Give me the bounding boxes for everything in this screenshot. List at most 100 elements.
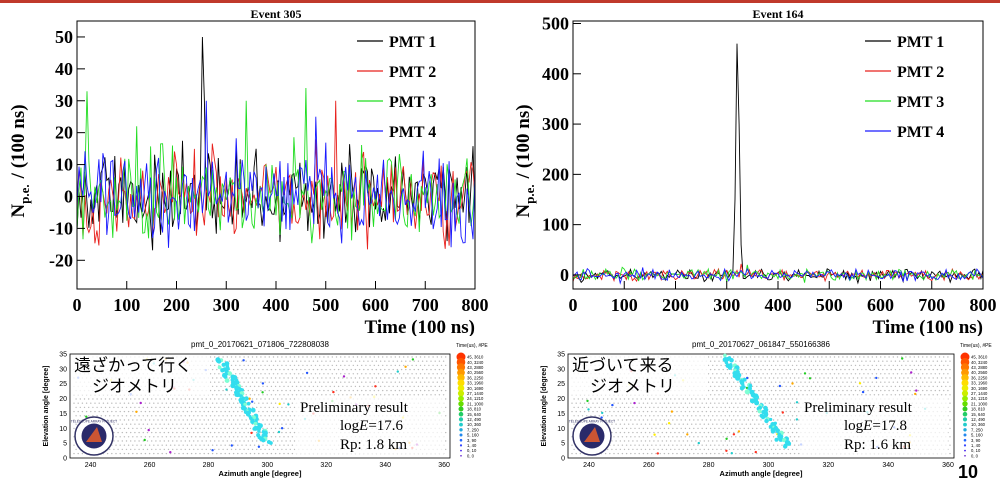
plot-frame	[572, 20, 984, 290]
top-accent-rule	[0, 0, 1000, 3]
y-label-subscript: p.e.	[522, 184, 537, 204]
y-tick-label: 0	[560, 265, 569, 285]
colorbar-swatch	[458, 401, 464, 407]
colorbar-label: 10, 360	[971, 422, 986, 427]
display-y-tick-label: 5	[561, 441, 565, 448]
colorbar-swatch	[457, 374, 465, 382]
colorbar-label: 15, 640	[467, 412, 482, 417]
y-tick-label: 100	[542, 215, 569, 235]
colorbar-swatch	[459, 428, 463, 432]
y-tick-label: 10	[55, 155, 73, 175]
log-energy-variable: E	[862, 418, 872, 434]
logo-text: TELESCOPE ARRAY PROJECT	[71, 420, 117, 424]
colorbar-label: 5, 160	[467, 433, 479, 438]
chart-title: Event 164	[753, 7, 804, 21]
display-x-tick-label: 300	[262, 462, 274, 469]
x-tick-label: 100	[113, 295, 140, 315]
display-x-axis-label: Azimuth angle [degree]	[720, 469, 803, 478]
x-tick-label: 300	[213, 295, 240, 315]
display-y-tick-label: 0	[561, 456, 565, 463]
colorbar-label: 0, 0	[467, 453, 475, 458]
waveform-chart-event-164: Event 164 0 100 200 300 400 500 0 100 200 300 400 50…	[513, 7, 997, 336]
colorbar-swatch	[458, 395, 464, 402]
colorbar-label: 30, 1690	[971, 386, 988, 391]
x-tick-label: 400	[765, 295, 792, 315]
colorbar-label: 10, 360	[467, 422, 482, 427]
display-x-tick-label: 280	[203, 462, 215, 469]
result-backdrop	[296, 396, 444, 454]
display-x-tick-label: 300	[763, 462, 775, 469]
colorbar-swatch	[961, 384, 969, 392]
display-y-tick-label: 35	[59, 352, 67, 359]
colorbar-label: 0, 10	[971, 448, 981, 453]
display-y-tick-label: 30	[557, 366, 565, 373]
log-energy-variable: E	[358, 418, 368, 434]
colorbar-label: 1, 40	[971, 443, 981, 448]
display-y-tick-label: 10	[59, 426, 67, 433]
colorbar-label: 21, 1000	[971, 401, 988, 406]
colorbar-swatch	[459, 438, 463, 442]
logo-mark	[86, 427, 102, 442]
legend-label-pmt-3: PMT 3	[897, 94, 944, 111]
display-x-axis-label: Azimuth angle [degree]	[219, 469, 302, 478]
series-line-pmt-4	[77, 100, 475, 248]
y-tick-label: 500	[542, 14, 569, 34]
colorbar-label: 3, 90	[971, 438, 981, 443]
overlay-text-backdrop	[72, 355, 210, 395]
log-energy-prefix: log	[340, 418, 360, 434]
colorbar-label: 27, 1440	[971, 391, 988, 396]
x-tick-label: 700	[412, 295, 439, 315]
display-y-axis-label: Elevation angle [degree]	[541, 366, 548, 447]
colorbar-swatch	[459, 444, 463, 447]
x-tick-label: 200	[163, 295, 190, 315]
y-tick-label: 50	[55, 27, 73, 47]
colorbar-label: 7, 250	[467, 427, 479, 432]
colorbar-swatch	[457, 384, 465, 392]
display-x-tick-label: 320	[822, 462, 834, 469]
colorbar-label: 15, 640	[971, 412, 986, 417]
chart-title: Event 305	[251, 7, 302, 21]
colorbar-label: 43, 2880	[467, 365, 484, 370]
series-line-pmt-3	[77, 87, 475, 244]
colorbar-swatch	[962, 395, 968, 402]
x-tick-label: 500	[816, 295, 843, 315]
legend-label-pmt-2: PMT 2	[897, 64, 944, 81]
display-y-tick-label: 15	[59, 411, 67, 418]
colorbar-label: 27, 1440	[467, 391, 484, 396]
x-axis-label: Time (100 ns)	[873, 317, 983, 336]
colorbar-label: 1, 40	[467, 443, 477, 448]
colorbar-swatch	[961, 368, 969, 377]
colorbar-swatch	[963, 433, 967, 437]
colorbar-label: 43, 2880	[971, 365, 988, 370]
colorbar-title: Time(us), #PE	[456, 343, 488, 349]
display-x-tick-label: 280	[703, 462, 715, 469]
x-tick-label: 200	[662, 295, 689, 315]
log-energy-value: =17.6	[368, 418, 403, 434]
display-y-tick-label: 25	[557, 381, 565, 388]
colorbar-label: 0, 0	[971, 453, 979, 458]
legend-label-pmt-2: PMT 2	[389, 64, 436, 81]
log-energy-prefix: log	[844, 418, 864, 434]
y-tick-label: 30	[55, 91, 73, 111]
telescope-array-logo: TELESCOPE ARRAY PROJECT	[569, 416, 615, 456]
y-tick-label: -20	[49, 250, 73, 270]
y-tick-label: 40	[55, 59, 73, 79]
colorbar-swatch	[963, 438, 967, 442]
display-y-tick-label: 5	[63, 441, 67, 448]
y-axis-label: Np.e. / (100 ns)	[513, 104, 537, 217]
result-rp: Rp: 1.6 km	[844, 437, 911, 453]
legend-label-pmt-4: PMT 4	[897, 124, 944, 141]
result-title: Preliminary result	[804, 400, 913, 416]
colorbar-swatch	[964, 455, 966, 457]
colorbar-swatch	[962, 401, 968, 407]
display-x-tick-label: 340	[379, 462, 391, 469]
logo-text: TELESCOPE ARRAY PROJECT	[569, 420, 615, 424]
series-line-pmt-1	[77, 36, 475, 251]
series-line-pmt-2	[77, 100, 475, 250]
y-label-unit: / (100 ns)	[8, 104, 29, 179]
colorbar-label: 36, 2250	[467, 375, 484, 380]
colorbar-swatch	[961, 374, 969, 382]
x-tick-label: 600	[362, 295, 389, 315]
plot-frame	[76, 20, 476, 290]
